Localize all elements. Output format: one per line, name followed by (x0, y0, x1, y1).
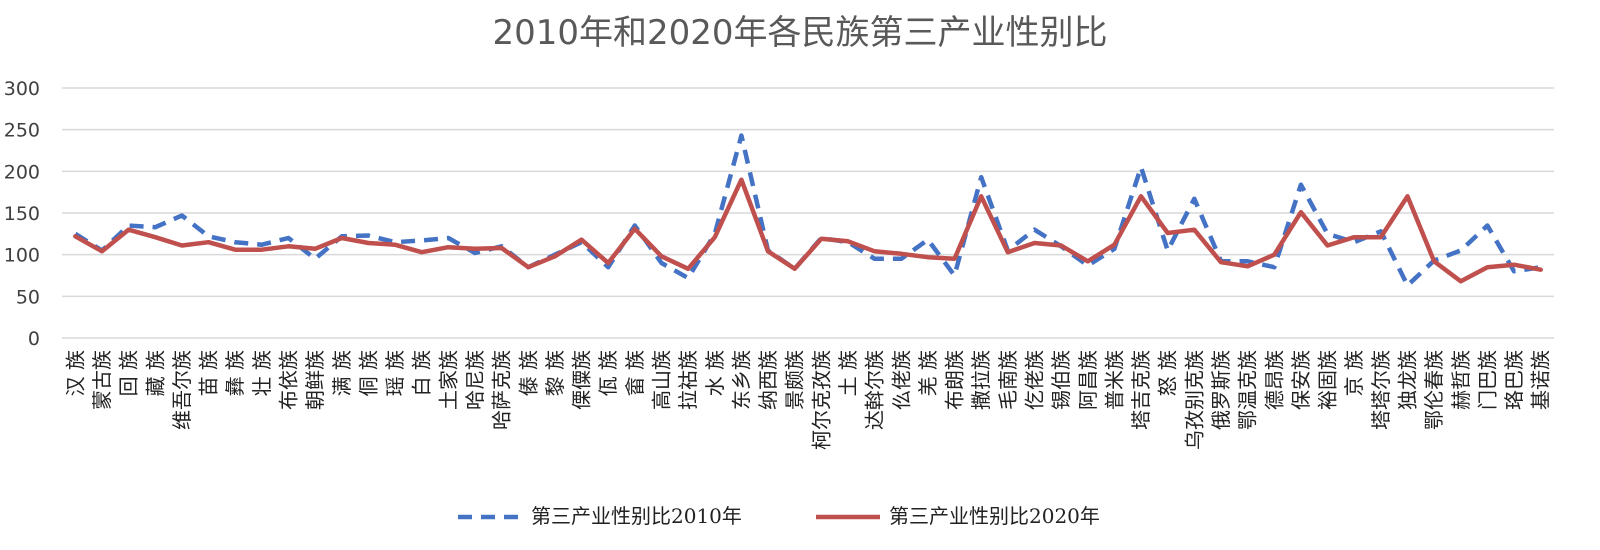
x-tick-label: 东乡族 (729, 350, 753, 410)
gridlines (62, 87, 1554, 339)
legend-label-2010: 第三产业性别比2010年 (531, 504, 742, 528)
x-tick-label: 塔吉克族 (1129, 350, 1153, 430)
x-tick-label: 保安族 (1289, 350, 1313, 410)
x-tick-label: 汉 族 (63, 350, 87, 396)
x-tick-label: 鄂伦春族 (1422, 350, 1446, 430)
x-tick-label: 满 族 (330, 350, 354, 396)
y-tick-label: 0 (28, 328, 40, 350)
x-tick-label: 苗 族 (197, 350, 221, 396)
x-tick-label: 塔塔尔族 (1369, 350, 1393, 430)
x-tick-label: 德昂族 (1262, 350, 1286, 410)
x-tick-label: 基诺族 (1529, 350, 1553, 410)
x-tick-label: 朝鲜族 (303, 350, 327, 410)
x-tick-label: 柯尔克孜族 (809, 350, 833, 450)
x-tick-label: 裕固族 (1316, 350, 1340, 410)
x-tick-label: 毛南族 (996, 350, 1020, 410)
x-tick-label: 哈萨克族 (490, 350, 514, 430)
x-tick-label: 傣 族 (516, 350, 540, 396)
y-tick-label: 50 (16, 286, 40, 308)
x-tick-label: 黎 族 (543, 350, 567, 396)
x-tick-label: 赫哲族 (1449, 350, 1473, 410)
x-tick-label: 傈僳族 (570, 350, 594, 410)
x-tick-label: 土家族 (436, 350, 460, 410)
x-tick-label: 纳西族 (756, 350, 780, 410)
x-tick-label: 回 族 (117, 350, 141, 396)
x-tick-label: 仡佬族 (1022, 350, 1046, 410)
x-tick-label: 珞巴族 (1502, 350, 1526, 410)
x-tick-label: 景颇族 (783, 350, 807, 410)
legend-item-2010: 第三产业性别比2010年 (458, 504, 742, 528)
y-axis-ticks: 0 50 100 150 200 250 300 (4, 78, 40, 350)
x-tick-label: 蒙古族 (90, 350, 114, 410)
x-tick-label: 鄂温克族 (1236, 350, 1260, 430)
x-tick-label: 高山族 (649, 350, 673, 410)
x-tick-label: 藏 族 (143, 350, 167, 396)
x-tick-label: 白 族 (410, 350, 434, 396)
y-tick-label: 250 (4, 120, 40, 142)
legend: 第三产业性别比2010年 第三产业性别比2020年 (458, 504, 1100, 528)
x-tick-label: 拉祜族 (676, 350, 700, 410)
x-tick-label: 壮 族 (250, 350, 274, 396)
x-tick-label: 达斡尔族 (863, 350, 887, 430)
y-tick-label: 300 (4, 78, 40, 100)
x-tick-label: 普米族 (1102, 350, 1126, 410)
x-tick-label: 仫佬族 (889, 350, 913, 410)
x-tick-label: 京 族 (1342, 350, 1366, 396)
legend-label-2020: 第三产业性别比2020年 (889, 504, 1100, 528)
x-tick-label: 水 族 (703, 350, 727, 396)
x-tick-label: 土 族 (836, 350, 860, 396)
x-tick-label: 布依族 (276, 350, 300, 410)
series-line-2010 (74, 133, 1542, 288)
y-tick-label: 200 (4, 161, 40, 183)
chart-title: 2010年和2020年各民族第三产业性别比 (492, 13, 1107, 53)
x-tick-label: 侗 族 (356, 350, 380, 396)
x-tick-label: 怒 族 (1156, 350, 1180, 396)
legend-item-2020: 第三产业性别比2020年 (816, 504, 1100, 528)
x-tick-label: 乌孜别克族 (1182, 350, 1206, 450)
series-lines (73, 133, 1543, 288)
x-tick-label: 独龙族 (1395, 350, 1419, 410)
x-tick-label: 撒拉族 (969, 350, 993, 410)
x-tick-label: 门巴族 (1475, 350, 1499, 410)
x-tick-label: 彝 族 (223, 350, 247, 396)
x-tick-label: 佤 族 (596, 350, 620, 396)
x-tick-label: 俄罗斯族 (1209, 350, 1233, 430)
x-tick-label: 瑶 族 (383, 350, 407, 396)
x-tick-label: 畲 族 (623, 350, 647, 396)
x-axis-labels: 汉 族蒙古族回 族藏 族维吾尔族苗 族彝 族壮 族布依族 朝鲜族满 族侗 族瑶 族… (63, 350, 1552, 450)
x-tick-label: 锡伯族 (1049, 350, 1073, 410)
x-tick-label: 布朗族 (943, 350, 967, 410)
x-tick-label: 阿昌族 (1076, 350, 1100, 410)
x-tick-label: 维吾尔族 (170, 350, 194, 430)
x-tick-label: 哈尼族 (463, 350, 487, 410)
y-tick-label: 100 (4, 245, 40, 267)
x-tick-label: 羌 族 (916, 350, 940, 396)
y-tick-label: 150 (4, 203, 40, 225)
series-line-2020 (73, 177, 1543, 284)
